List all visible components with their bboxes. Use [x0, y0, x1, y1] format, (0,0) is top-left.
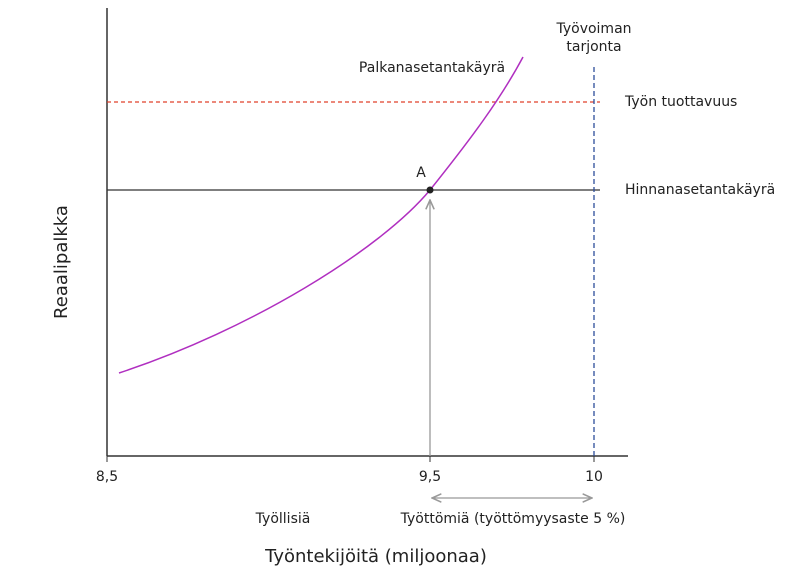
point-label: A	[416, 165, 426, 181]
curve-label: Palkanasetantakäyrä	[359, 60, 505, 76]
curve-label: Hinnanasetantakäyrä	[625, 182, 775, 198]
x-tick-label: 9,5	[419, 469, 441, 485]
annotation: Työllisiä	[255, 511, 311, 527]
curve-label: Työvoiman	[555, 21, 631, 37]
annotation: Työttömiä (työttömyysaste 5 %)	[400, 511, 626, 527]
x-axis-title: Työntekijöitä (miljoonaa)	[264, 546, 487, 567]
curve-label: Työn tuottavuus	[624, 94, 737, 110]
curve-label: tarjonta	[566, 39, 621, 55]
y-axis-title: Reaalipalkka	[51, 205, 72, 319]
x-tick-label: 8,5	[96, 469, 118, 485]
wage-setting-curve	[118, 56, 524, 374]
point	[426, 186, 434, 194]
x-tick-label: 10	[585, 469, 603, 485]
